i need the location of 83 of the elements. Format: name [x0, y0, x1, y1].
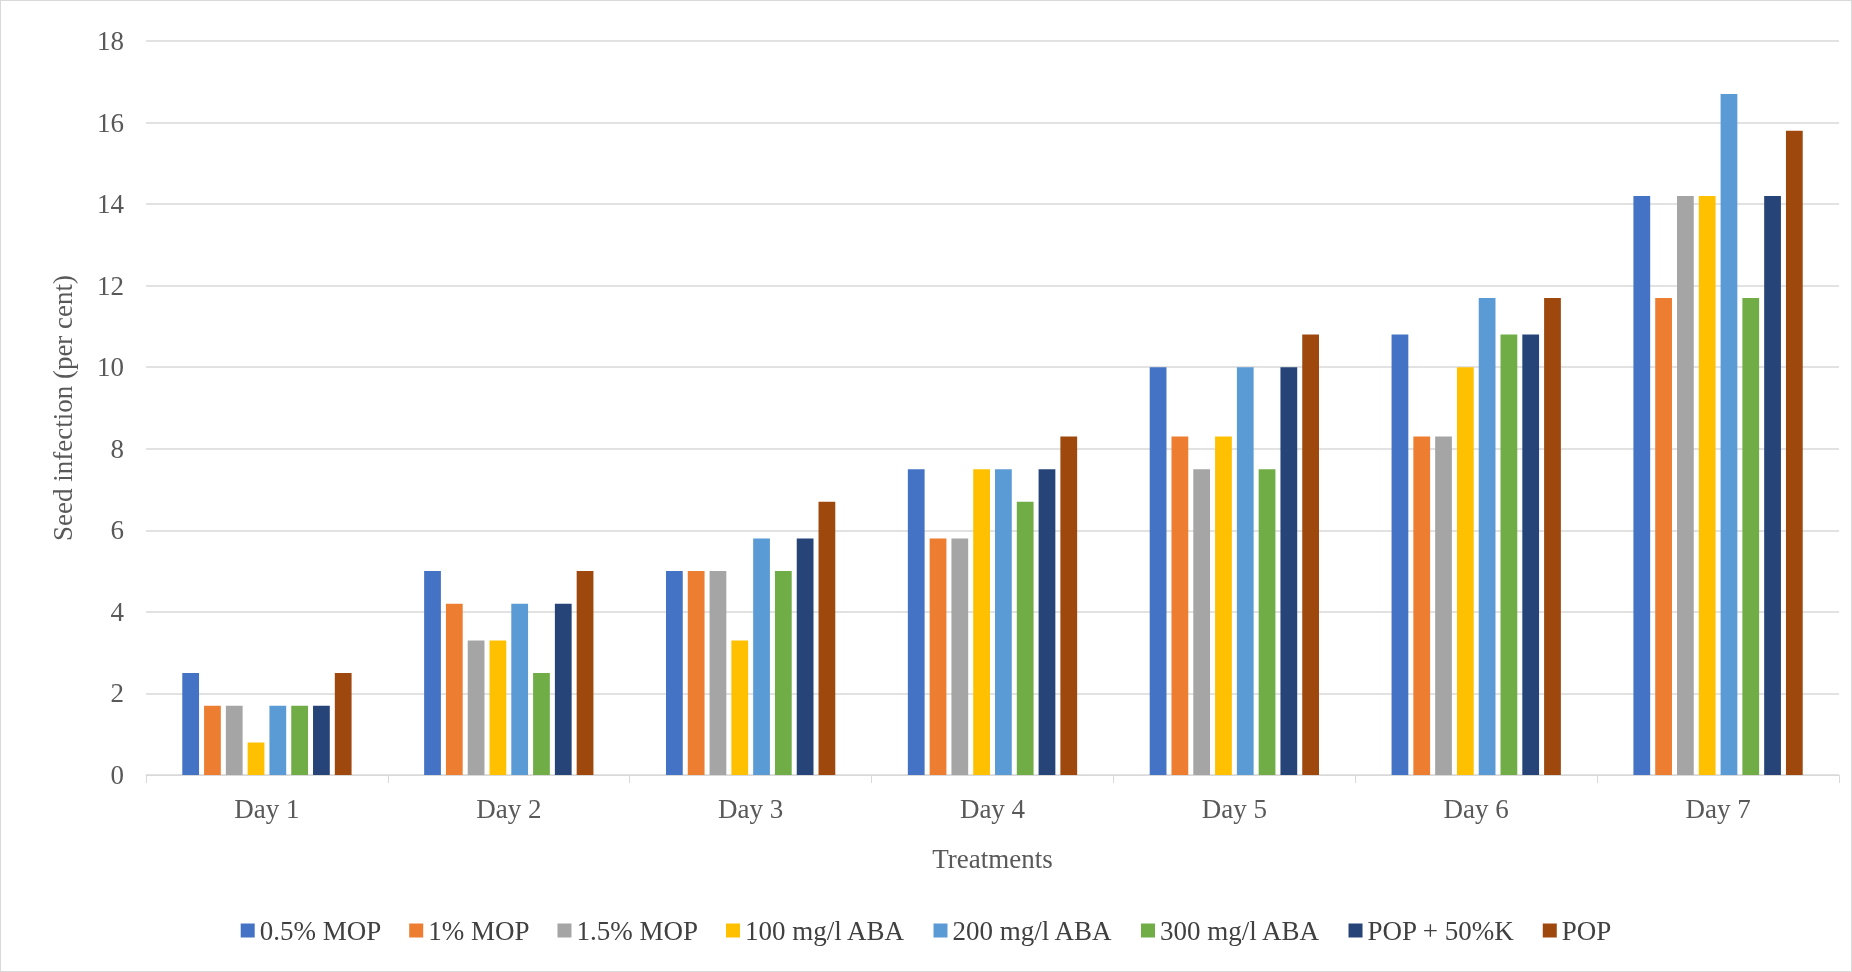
bar: [753, 538, 770, 775]
y-tick-label: 6: [110, 515, 124, 546]
bar: [1764, 195, 1781, 775]
bar: [818, 501, 836, 775]
y-axis-title: Seed infection (per cent): [47, 274, 78, 542]
x-tick-label: Day 5: [1201, 793, 1267, 824]
bar: [1478, 297, 1496, 775]
bar: [225, 705, 243, 775]
bar: [1302, 334, 1320, 775]
y-tick-label: 14: [97, 189, 125, 220]
bar: [1677, 195, 1694, 775]
bar: [1742, 297, 1760, 775]
legend-label: 1.5% MOP: [576, 915, 698, 946]
x-tick-label: Day 4: [959, 793, 1026, 824]
bar: [313, 705, 330, 775]
bar: [1391, 334, 1409, 775]
legend-label: 200 mg/l ABA: [952, 915, 1113, 946]
bar: [1193, 469, 1211, 775]
bar: [204, 705, 221, 775]
bar: [1720, 94, 1738, 775]
bar: [665, 571, 683, 775]
y-tick-label: 2: [110, 678, 124, 709]
bar: [424, 571, 441, 775]
bar: [709, 571, 727, 775]
bar: [1633, 195, 1651, 775]
bar: [1016, 501, 1034, 775]
x-tick-label: Day 1: [234, 793, 300, 824]
bar: [511, 603, 529, 775]
legend-label: 0.5% MOP: [259, 915, 382, 946]
bar: [1171, 436, 1189, 775]
bar: [1522, 334, 1540, 775]
bar: [907, 469, 925, 775]
bar: [687, 571, 705, 775]
bar: [1785, 130, 1803, 775]
x-tick-label: Day 3: [718, 793, 784, 824]
bar: [1236, 367, 1254, 775]
bar: [1435, 436, 1452, 775]
bar: [731, 640, 749, 775]
legend-label: 1% MOP: [428, 915, 530, 946]
x-tick-label: Day 7: [1685, 793, 1751, 824]
bar: [1280, 367, 1298, 775]
y-tick-label: 12: [97, 270, 124, 301]
legend-label: 100 mg/l ABA: [744, 915, 905, 946]
bar: [182, 673, 200, 775]
x-tick-label: Day 6: [1443, 793, 1509, 824]
bar: [1215, 436, 1232, 775]
bar: [774, 571, 792, 775]
bar: [334, 673, 352, 775]
bar: [533, 673, 550, 775]
bar: [445, 603, 463, 775]
bar: [291, 705, 308, 775]
bar: [1655, 297, 1672, 775]
bar: [1413, 436, 1431, 775]
bar: [1060, 436, 1078, 775]
bar: [1544, 297, 1561, 775]
bar: [1456, 367, 1474, 775]
y-tick-label: 8: [110, 433, 124, 464]
bar: [951, 538, 969, 775]
y-tick-label: 4: [110, 596, 125, 627]
bar: [1258, 469, 1276, 775]
y-tick-label: 18: [97, 26, 124, 56]
legend-label: POP + 50%K: [1367, 915, 1515, 946]
bar: [929, 538, 947, 775]
y-tick-label: 10: [97, 352, 124, 383]
bar: [554, 603, 572, 775]
x-tick-label: Day 2: [476, 793, 542, 824]
bar: [1698, 195, 1716, 775]
bar: [1038, 469, 1056, 775]
bar: [489, 640, 507, 775]
bar: [467, 640, 485, 775]
y-tick-label: 0: [110, 760, 124, 790]
bar: [796, 538, 814, 775]
legend-label: 300 mg/l ABA: [1160, 915, 1320, 946]
bar: [995, 469, 1012, 775]
y-tick-label: 16: [97, 107, 124, 138]
bar: [269, 705, 287, 775]
x-axis-title: Treatments: [932, 843, 1053, 874]
bar: [247, 742, 265, 775]
bar: [973, 469, 990, 775]
bar: [1149, 367, 1167, 775]
bar: [1500, 334, 1518, 775]
legend-label: POP: [1561, 915, 1612, 946]
bar: [576, 571, 594, 775]
